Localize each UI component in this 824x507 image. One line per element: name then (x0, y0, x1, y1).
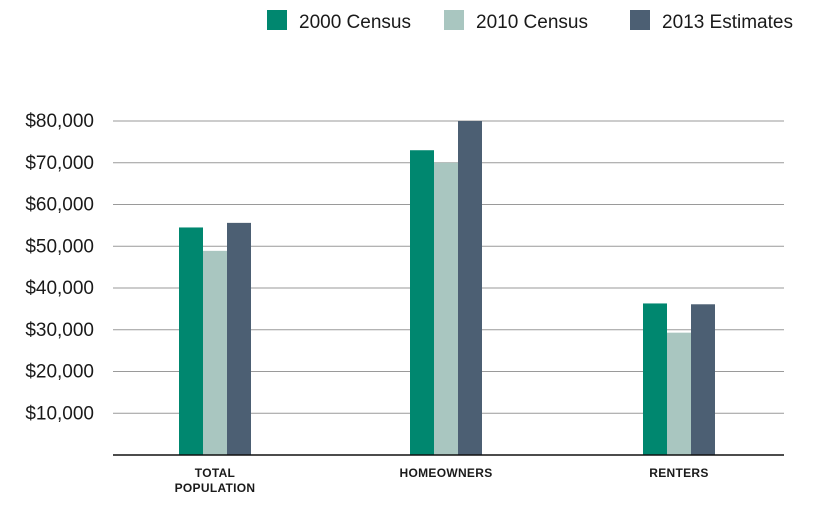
y-tick-label: $80,000 (25, 111, 94, 132)
legend-label: 2010 Census (476, 12, 588, 33)
y-tick-label: $20,000 (25, 362, 94, 383)
x-tick-label: POPULATION (175, 481, 256, 495)
legend-label: 2000 Census (299, 12, 411, 33)
y-tick-label: $70,000 (25, 153, 94, 174)
y-tick-label: $40,000 (25, 278, 94, 299)
bar-2000-census-homeowners (410, 150, 434, 455)
legend-swatch (630, 10, 650, 30)
bar-2010-census-homeowners (434, 162, 458, 455)
bar-2000-census-total-population (179, 227, 203, 455)
y-tick-label: $10,000 (25, 403, 94, 424)
legend: 2000 Census 2010 Census 2013 Estimates (267, 10, 793, 33)
x-tick-label: TOTAL (195, 466, 235, 480)
legend-swatch (267, 10, 287, 30)
bar-2013-estimates-renters (691, 304, 715, 455)
legend-label: 2013 Estimates (662, 12, 793, 33)
bar-2010-census-renters (667, 332, 691, 455)
bar-2013-estimates-homeowners (458, 121, 482, 455)
y-tick-label: $50,000 (25, 236, 94, 257)
y-axis-ticks: $10,000 $20,000 $30,000 $40,000 $50,000 $60,0… (25, 111, 94, 424)
bar-2000-census-renters (643, 303, 667, 455)
bars (179, 121, 715, 455)
bar-2013-estimates-total-population (227, 222, 251, 455)
legend-swatch (444, 10, 464, 30)
x-tick-label: HOMEOWNERS (400, 466, 493, 480)
x-tick-label: RENTERS (649, 466, 708, 480)
y-tick-label: $60,000 (25, 195, 94, 216)
bar-2010-census-total-population (203, 250, 227, 455)
y-tick-label: $30,000 (25, 320, 94, 341)
